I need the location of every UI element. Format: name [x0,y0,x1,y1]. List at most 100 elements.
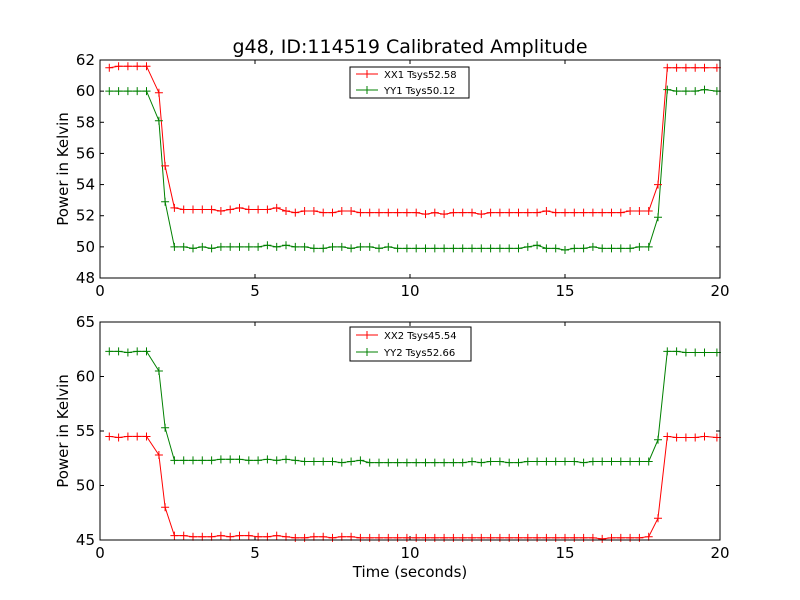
y-axis-label: Power in Kelvin [54,374,72,488]
data-point [244,205,253,214]
data-point [514,244,523,253]
data-point [263,532,272,541]
data-point [123,87,132,96]
data-point [105,432,114,441]
legend-marker [363,348,371,356]
y-tick-label: 60 [76,368,95,386]
data-point [654,180,662,189]
data-point [607,244,616,253]
data-point [700,432,709,441]
data-point [523,457,532,466]
data-point [133,432,142,441]
data-point [282,455,290,464]
data-point [421,210,430,219]
data-point [170,242,179,251]
data-point [142,347,151,356]
data-point [300,457,309,466]
data-point [161,503,170,512]
data-point [263,241,272,250]
data-point [207,532,216,541]
data-point [337,207,346,216]
data-point [486,208,495,217]
data-point [486,244,495,253]
data-point [105,87,114,96]
data-point [226,242,235,251]
data-point [402,244,411,253]
data-point [654,213,662,222]
data-point [272,531,281,540]
data-point [691,63,700,72]
data-point [300,207,309,216]
data-point [700,348,709,357]
data-point [142,62,151,71]
data-point [235,242,244,251]
data-point [189,456,197,465]
y-tick-label: 54 [76,176,95,194]
legend-box [349,326,472,362]
data-point [198,532,207,541]
data-point [105,347,114,356]
data-point [449,244,458,253]
data-point [309,244,318,253]
data-point [235,455,244,464]
data-point [672,347,681,356]
data-point [170,531,179,540]
data-point [616,457,625,466]
x-tick-label: 20 [710,544,729,562]
data-point [542,207,551,216]
data-point [654,514,662,523]
data-point [263,205,272,214]
plot-frame [99,321,721,541]
legend-label: YY2 Tsys52.66 [383,348,455,359]
data-point [700,63,709,72]
data-point [570,244,579,253]
data-point [561,457,569,466]
legend-marker [363,70,371,78]
data-point [644,532,653,541]
data-point [402,458,411,467]
legend-entry: XX1 Tsys52.58 [356,70,457,81]
data-point [663,85,672,94]
data-point [691,87,700,96]
data-point [375,458,383,467]
data-point [356,208,365,217]
data-point [189,205,197,214]
data-point [523,208,532,217]
legend-label: XX2 Tsys45.54 [384,331,457,342]
data-point [551,208,560,217]
data-point [207,456,216,465]
data-point [477,210,486,219]
data-point [626,244,635,253]
data-point [272,456,281,465]
data-point [154,450,163,459]
data-point [514,458,523,467]
data-point [495,244,504,253]
y-tick-labels: 45 50 55 60 65 [76,313,95,549]
data-point [207,244,216,253]
data-point [309,532,318,541]
x-tick-labels: 0 5 10 15 20 [95,282,729,300]
data-point [533,208,542,217]
data-point [375,208,383,217]
data-point [626,207,635,216]
data-point [365,458,374,467]
y-tick-label: 55 [76,422,95,440]
bottom-plot: 0 5 10 15 20 45 50 55 60 65 Power in Kelvin XX2 … [54,313,730,562]
data-point [328,457,337,466]
data-point [244,531,253,540]
data-point [356,242,365,251]
data-point [319,208,328,217]
data-point [161,423,170,432]
data-point [430,458,439,467]
data-point [114,433,123,442]
legend-marker [363,86,371,94]
data-point [561,245,569,254]
data-point [588,457,597,466]
legend: XX1 Tsys52.58 YY1 Tsys50.12 [349,66,470,99]
data-point [440,458,449,467]
plot-frame [99,59,721,279]
data-point [347,532,356,541]
data-point [598,208,607,217]
data-point [337,532,346,541]
data-point [154,367,163,376]
